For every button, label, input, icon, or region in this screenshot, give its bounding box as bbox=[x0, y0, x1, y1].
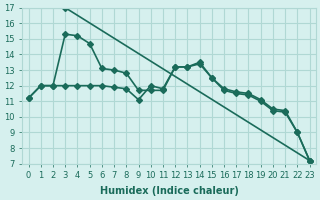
X-axis label: Humidex (Indice chaleur): Humidex (Indice chaleur) bbox=[100, 186, 238, 196]
